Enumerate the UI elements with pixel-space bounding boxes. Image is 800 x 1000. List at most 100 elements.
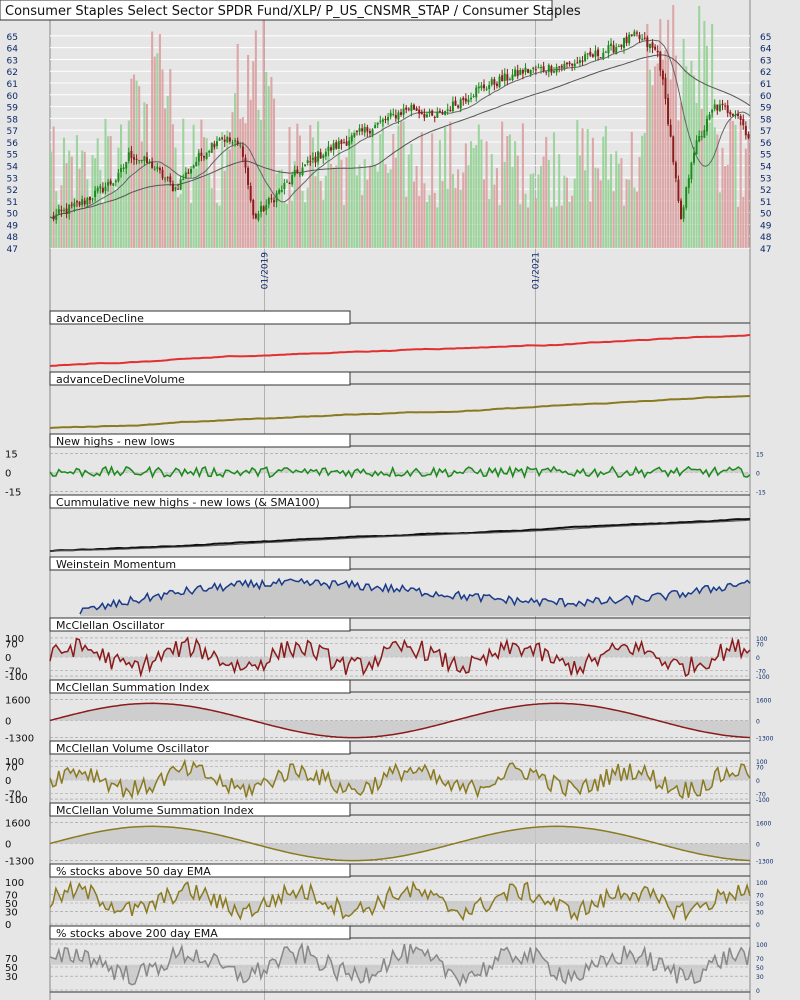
volume-bar <box>151 31 154 249</box>
volume-bar <box>737 206 740 248</box>
price-long-ma <box>49 54 751 219</box>
candle-body <box>135 158 138 160</box>
price-axis-tick-left: 55 <box>7 151 18 161</box>
panel-tick-right: 0 <box>756 922 760 929</box>
panel-line <box>49 636 751 678</box>
candle-body <box>534 69 537 71</box>
panel-tick-right: 0 <box>756 655 760 662</box>
volume-bar <box>221 132 224 248</box>
candle-body <box>578 59 581 63</box>
panel-label-box <box>49 679 351 694</box>
volume-bar <box>345 157 348 248</box>
candle-body <box>586 53 589 55</box>
volume-bar <box>687 72 690 248</box>
candle-body <box>192 165 195 169</box>
volume-bar <box>495 168 498 248</box>
candle-body <box>231 142 234 144</box>
candle-body <box>195 161 198 166</box>
volume-bar <box>101 204 104 248</box>
price-axis-tick-right: 58 <box>760 115 772 125</box>
volume-bar <box>428 195 431 248</box>
panel-tick-left: 100 <box>5 634 24 645</box>
candle-body <box>690 162 693 180</box>
volume-bar <box>125 165 128 248</box>
panel-label: New highs - new lows <box>56 435 175 448</box>
price-axis-tick-left: 58 <box>7 115 19 125</box>
volume-bar <box>641 135 644 248</box>
volume-bar <box>410 143 413 248</box>
candle-body <box>620 44 623 47</box>
panel-tick-right: 0 <box>756 988 760 995</box>
volume-bar <box>625 179 628 248</box>
volume-bar <box>597 168 600 248</box>
volume-bar <box>700 108 703 249</box>
volume-bar <box>573 178 576 248</box>
candle-body <box>438 110 441 112</box>
candle-body <box>418 109 421 114</box>
volume-bar <box>205 138 208 248</box>
candle-body <box>265 205 268 211</box>
panel-label: McClellan Oscillator <box>56 619 165 632</box>
candle-body <box>278 190 281 194</box>
volume-bar <box>112 186 115 248</box>
volume-bar <box>441 181 444 248</box>
volume-bar <box>457 169 460 248</box>
candle-body <box>664 77 667 99</box>
volume-bar <box>223 170 226 248</box>
panel-tick-left: 50 <box>5 899 18 910</box>
panel-area-fill <box>50 944 750 986</box>
candle-body <box>221 137 224 139</box>
volume-bar <box>482 179 486 248</box>
candle-body <box>589 51 592 56</box>
candle-body <box>340 140 343 145</box>
candle-body <box>247 167 250 185</box>
candle-body <box>275 192 278 202</box>
price-axis-tick-left: 56 <box>7 139 19 149</box>
candle-body <box>617 46 620 48</box>
volume-bar <box>480 139 483 248</box>
panel-label: McClellan Volume Oscillator <box>56 742 209 755</box>
candle-body <box>475 87 478 98</box>
volume-bar <box>78 168 81 248</box>
candle-body <box>553 71 555 73</box>
candle-body <box>179 179 182 190</box>
candle-body <box>293 170 296 176</box>
candle-body <box>368 131 371 134</box>
candle-body <box>651 42 654 48</box>
price-candles <box>52 29 750 224</box>
panel-mvsi: McClellan Volume Summation Index 1600 0 -13… <box>5 802 774 868</box>
candle-body <box>280 189 283 192</box>
panel-tick-left: -1300 <box>5 857 34 868</box>
candle-body <box>133 157 135 160</box>
candle-body <box>241 146 244 157</box>
candle-body <box>164 178 167 180</box>
volume-bar <box>698 5 701 248</box>
candle-body <box>371 129 374 135</box>
candle-body <box>236 140 239 145</box>
volume-bar <box>327 149 330 248</box>
price-axis-tick-left: 57 <box>7 127 18 137</box>
candle-body <box>446 109 449 111</box>
volume-bar <box>213 142 216 248</box>
panel-tick-right: -15 <box>756 490 766 497</box>
candle-body <box>322 155 325 159</box>
panel-area-fill <box>80 579 750 616</box>
panel-line <box>49 880 751 922</box>
candle-body <box>674 162 677 179</box>
volume-bar <box>384 164 387 248</box>
panel-tick-right: -1300 <box>756 859 774 866</box>
candle-body <box>350 135 353 142</box>
candle-body <box>623 37 625 49</box>
volume-bar <box>731 121 734 248</box>
panel-tick-right: -70 <box>756 791 766 798</box>
volume-bar <box>420 132 423 248</box>
candle-body <box>400 112 403 115</box>
candle-body <box>218 138 221 141</box>
volume-bar <box>381 121 384 248</box>
candle-body <box>114 180 117 183</box>
panel-tick-left: -100 <box>5 795 28 806</box>
panel-tick-left: 0 <box>5 920 11 931</box>
candle-body <box>646 37 649 47</box>
candle-body <box>742 119 745 126</box>
volume-bar <box>591 137 594 248</box>
